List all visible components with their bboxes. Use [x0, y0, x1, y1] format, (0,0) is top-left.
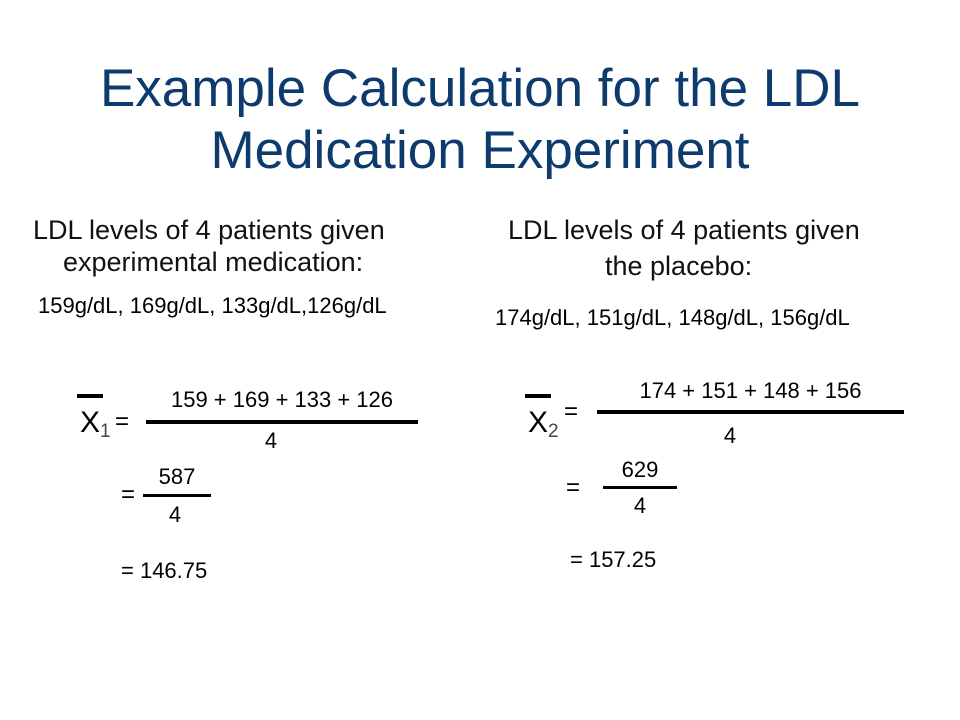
x-bar-letter: X: [76, 394, 104, 439]
mean-x2-symbol: X2: [524, 394, 559, 447]
placebo-ldl-values: 174g/dL, 151g/dL, 148g/dL, 156g/dL: [495, 305, 850, 330]
experimental-heading-line2: experimental medication:: [63, 247, 364, 277]
sum-numerator: 159 + 169 + 133 + 126: [170, 387, 394, 412]
mean-x1-symbol: X1: [76, 394, 111, 447]
total-denominator: 4: [633, 493, 647, 518]
step-fraction-bar: [603, 486, 677, 489]
slide-title: Example Calculation for the LDL Medicati…: [99, 58, 861, 180]
mean-result: = 157.25: [570, 547, 657, 572]
step-fraction-bar: [143, 494, 211, 497]
experimental-ldl-values: 159g/dL, 169g/dL, 133g/dL,126g/dL: [38, 293, 387, 318]
mean-result: = 146.75: [121, 558, 208, 583]
fraction-bar: [146, 420, 418, 424]
step-equals-sign: =: [121, 481, 136, 508]
total-numerator: 629: [621, 457, 659, 482]
sum-numerator: 174 + 151 + 148 + 156: [639, 378, 862, 403]
placebo-panel: LDL levels of 4 patients given the place…: [480, 0, 960, 720]
sum-denominator: 4: [264, 428, 278, 453]
equals-sign: =: [564, 398, 579, 425]
equals-sign: =: [115, 408, 130, 435]
total-numerator: 587: [158, 464, 196, 489]
subscript: 1: [100, 421, 111, 442]
fraction-bar: [597, 410, 904, 414]
x-bar-letter: X: [524, 394, 552, 439]
experimental-heading-line1: LDL levels of 4 patients given: [33, 215, 385, 245]
placebo-heading-line2: the placebo:: [605, 251, 753, 281]
step-equals-sign: =: [566, 474, 581, 501]
subscript: 2: [548, 421, 559, 442]
experimental-medication-panel: LDL levels of 4 patients given experimen…: [33, 215, 418, 583]
sum-denominator: 4: [723, 423, 737, 448]
total-denominator: 4: [168, 502, 182, 527]
placebo-heading-line1: LDL levels of 4 patients given: [508, 215, 860, 245]
